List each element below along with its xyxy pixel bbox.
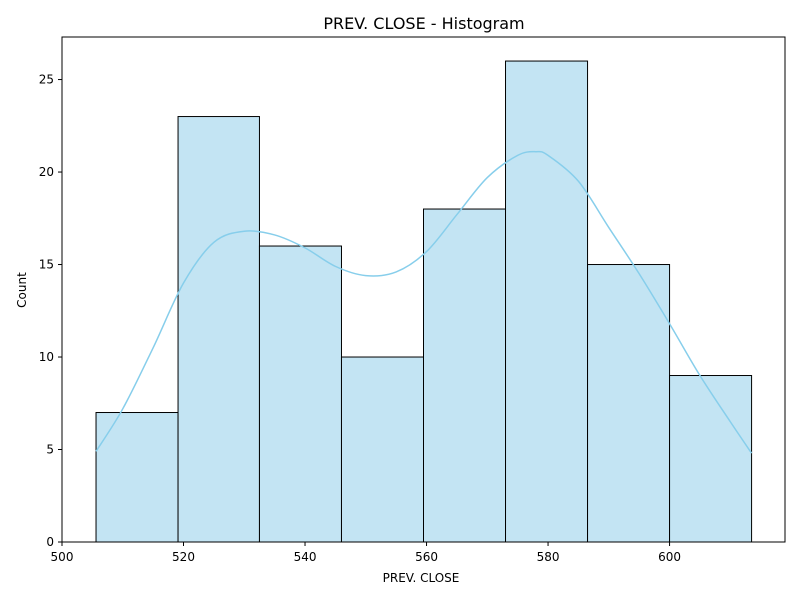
x-axis-ticks: 500 520 540 560 580 600 bbox=[51, 542, 681, 564]
histogram-bar-4 bbox=[340, 356, 425, 543]
x-tick-label: 580 bbox=[537, 550, 560, 564]
y-tick-label: 15 bbox=[39, 258, 54, 272]
chart-title: PREV. CLOSE - Histogram bbox=[323, 14, 524, 33]
histogram-bar-6 bbox=[505, 60, 589, 543]
histogram-bar-8 bbox=[669, 375, 753, 543]
x-tick-label: 600 bbox=[658, 550, 681, 564]
plot-frame bbox=[61, 36, 786, 543]
y-tick-label: 0 bbox=[46, 535, 54, 549]
y-tick-label: 10 bbox=[39, 350, 54, 364]
x-tick-label: 520 bbox=[172, 550, 195, 564]
histogram-bar-7 bbox=[587, 264, 671, 543]
y-axis-ticks: 0 5 10 15 20 25 bbox=[39, 73, 62, 549]
bars-group bbox=[95, 60, 753, 543]
y-tick-label: 20 bbox=[39, 165, 54, 179]
kde-curve bbox=[95, 150, 753, 454]
x-tick-label: 500 bbox=[51, 550, 74, 564]
histogram-bar-1 bbox=[95, 412, 179, 543]
y-tick-label: 25 bbox=[39, 73, 54, 87]
x-tick-label: 560 bbox=[415, 550, 438, 564]
x-axis-label: PREV. CLOSE bbox=[383, 571, 460, 585]
histogram-bar-5 bbox=[423, 208, 507, 543]
y-axis-label: Count bbox=[15, 272, 29, 308]
histogram-bar-2 bbox=[177, 116, 260, 543]
y-tick-label: 5 bbox=[46, 443, 54, 457]
x-tick-label: 540 bbox=[294, 550, 317, 564]
histogram-bar-3 bbox=[258, 245, 342, 543]
